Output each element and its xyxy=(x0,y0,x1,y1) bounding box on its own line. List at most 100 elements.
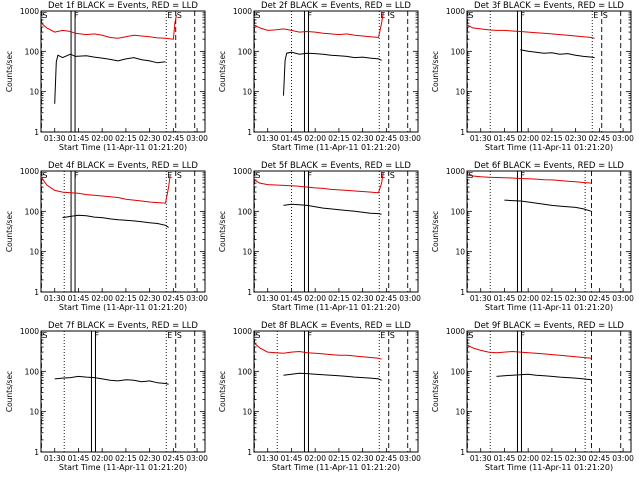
x-tick-label: 03:00 xyxy=(186,454,208,463)
detector-panel-9: Det 9f BLACK = Events, RED = LLD 1 10 100 10… xyxy=(426,320,639,480)
lld-series-line xyxy=(40,14,177,40)
x-tick-label: 02:45 xyxy=(376,134,398,143)
x-tick-label: 01:30 xyxy=(257,294,279,303)
time-marker xyxy=(70,170,76,293)
plot-frame xyxy=(40,170,206,293)
x-tick-label: 02:15 xyxy=(328,134,350,143)
time-marker-label: S xyxy=(177,331,182,340)
x-tick-label: 01:30 xyxy=(470,294,492,303)
chart-title: Det 6f BLACK = Events, RED = LLD xyxy=(474,161,624,171)
detector-panel-7: Det 7f BLACK = Events, RED = LLD 1 10 100 10… xyxy=(0,320,213,480)
events-series-line xyxy=(520,49,595,59)
time-marker-label: S xyxy=(42,11,47,20)
x-tick-label: 02:30 xyxy=(139,294,161,303)
time-marker-label: F xyxy=(74,11,79,20)
lld-series-line xyxy=(467,344,592,359)
time-marker xyxy=(516,330,522,453)
y-axis-label: Counts/sec xyxy=(5,51,14,92)
y-tick-label: 1 xyxy=(247,128,252,137)
x-tick-label: 03:00 xyxy=(186,134,208,143)
x-tick-label: 01:45 xyxy=(494,294,516,303)
x-tick-label: 02:45 xyxy=(163,134,185,143)
x-tick-label: 01:30 xyxy=(44,294,66,303)
y-tick-label: 100 xyxy=(25,367,40,376)
x-tick-label: 02:15 xyxy=(541,454,563,463)
lld-series-line xyxy=(253,342,382,360)
chart-title: Det 1f BLACK = Events, RED = LLD xyxy=(48,1,198,11)
y-tick-label: 1000 xyxy=(446,167,465,176)
y-tick-label: 100 xyxy=(238,47,253,56)
x-tick-label: 02:30 xyxy=(565,134,587,143)
y-tick-label: 100 xyxy=(451,207,466,216)
chart-svg: Det 7f BLACK = Events, RED = LLD 1 10 100 10… xyxy=(5,321,208,472)
x-tick-label: 01:45 xyxy=(68,454,90,463)
x-axis-label: Start Time (11-Apr-11 01:21:20) xyxy=(485,143,613,152)
y-axis-label: Counts/sec xyxy=(218,211,227,252)
y-tick-label: 10 xyxy=(242,248,252,257)
x-tick-label: 02:15 xyxy=(115,134,137,143)
y-axis-label: Counts/sec xyxy=(431,371,440,412)
x-tick-label: 02:00 xyxy=(91,294,113,303)
x-tick-label: 02:15 xyxy=(328,454,350,463)
y-tick-label: 1000 xyxy=(446,7,465,16)
x-tick-label: 02:00 xyxy=(304,134,326,143)
x-tick-label: 02:15 xyxy=(115,294,137,303)
time-marker-label: E xyxy=(380,331,385,340)
time-marker xyxy=(303,10,309,133)
x-tick-label: 01:30 xyxy=(44,454,66,463)
x-tick-label: 02:45 xyxy=(376,454,398,463)
x-axis-label: Start Time (11-Apr-11 01:21:20) xyxy=(59,303,187,312)
x-tick-label: 02:15 xyxy=(328,294,350,303)
chart-svg: Det 4f BLACK = Events, RED = LLD 1 10 100 10… xyxy=(5,161,208,312)
x-tick-label: 03:00 xyxy=(612,134,634,143)
events-series-line xyxy=(54,53,166,104)
time-marker-label: F xyxy=(520,171,525,180)
time-marker xyxy=(303,170,309,293)
y-axis-label: Counts/sec xyxy=(218,51,227,92)
chart-svg: Det 2f BLACK = Events, RED = LLD 1 10 100 10… xyxy=(218,1,421,152)
x-tick-label: 03:00 xyxy=(399,294,421,303)
y-tick-label: 1000 xyxy=(233,327,252,336)
chart-title: Det 7f BLACK = Events, RED = LLD xyxy=(48,321,198,331)
y-axis-label: Counts/sec xyxy=(431,211,440,252)
x-axis-label: Start Time (11-Apr-11 01:21:20) xyxy=(272,463,400,472)
y-tick-label: 1000 xyxy=(233,7,252,16)
y-tick-label: 10 xyxy=(29,248,39,257)
x-axis-label: Start Time (11-Apr-11 01:21:20) xyxy=(485,463,613,472)
x-tick-label: 02:45 xyxy=(589,134,611,143)
y-tick-label: 100 xyxy=(451,367,466,376)
lld-series-line xyxy=(254,12,384,39)
x-tick-label: 02:30 xyxy=(352,454,374,463)
y-tick-label: 10 xyxy=(455,408,465,417)
chart-title: Det 3f BLACK = Events, RED = LLD xyxy=(474,1,624,11)
x-tick-label: 01:30 xyxy=(470,454,492,463)
time-marker-label: S xyxy=(42,331,47,340)
x-tick-label: 03:00 xyxy=(612,294,634,303)
time-marker-label: F xyxy=(520,331,525,340)
time-marker-label: F xyxy=(307,331,312,340)
x-tick-label: 01:45 xyxy=(281,134,303,143)
y-tick-label: 10 xyxy=(455,248,465,257)
x-tick-label: 03:00 xyxy=(399,454,421,463)
x-axis-label: Start Time (11-Apr-11 01:21:20) xyxy=(272,143,400,152)
time-marker-label: E xyxy=(593,11,598,20)
x-tick-label: 02:30 xyxy=(139,134,161,143)
y-axis-label: Counts/sec xyxy=(218,371,227,412)
detector-panel-6: Det 6f BLACK = Events, RED = LLD 1 10 100 10… xyxy=(426,160,639,320)
y-tick-label: 100 xyxy=(238,207,253,216)
y-tick-label: 1 xyxy=(34,288,39,297)
time-marker-label: F xyxy=(307,11,312,20)
y-tick-label: 100 xyxy=(25,47,40,56)
y-tick-label: 10 xyxy=(242,408,252,417)
plot-frame xyxy=(253,330,419,453)
plot-frame xyxy=(466,170,632,293)
lld-series-line xyxy=(254,172,384,194)
x-tick-label: 02:15 xyxy=(541,134,563,143)
chart-title: Det 4f BLACK = Events, RED = LLD xyxy=(48,161,198,171)
lld-series-line xyxy=(467,174,592,184)
x-tick-label: 02:00 xyxy=(91,134,113,143)
y-tick-label: 1000 xyxy=(20,327,39,336)
chart-svg: Det 3f BLACK = Events, RED = LLD 1 10 100 10… xyxy=(431,1,634,152)
x-tick-label: 01:45 xyxy=(494,454,516,463)
time-marker xyxy=(516,170,522,293)
